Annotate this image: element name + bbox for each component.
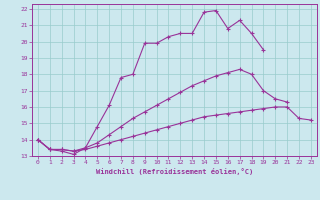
X-axis label: Windchill (Refroidissement éolien,°C): Windchill (Refroidissement éolien,°C) xyxy=(96,168,253,175)
